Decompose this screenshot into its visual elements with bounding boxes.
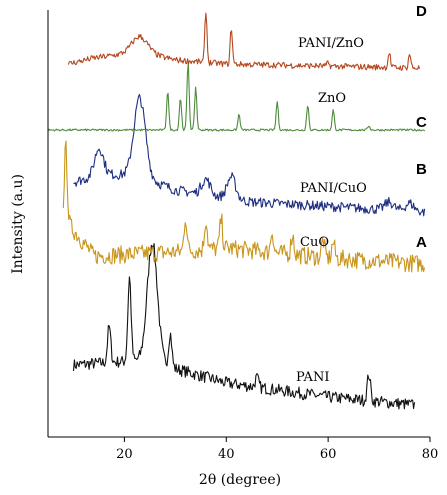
series-label: PANI: [296, 370, 329, 385]
series-line-pani-zno: [67, 12, 421, 71]
panel-letter: C: [416, 114, 427, 131]
x-ticks-group: 20 40 60 80: [116, 437, 438, 462]
series-label: ZnO: [318, 91, 346, 106]
panel-letter: A: [416, 234, 427, 251]
x-tick-label: 40: [218, 447, 235, 462]
x-tick-label: 60: [320, 447, 337, 462]
y-axis-title: Intensity (a.u): [10, 174, 26, 274]
panel-letter: B: [416, 161, 427, 178]
series-line-pani-cuo: [73, 93, 426, 217]
series-label: PANI/ZnO: [298, 36, 364, 51]
x-tick-label: 80: [422, 447, 439, 462]
panel-letter: D: [416, 3, 427, 20]
series-line-cuo: [62, 140, 426, 273]
traces-group: [47, 12, 426, 410]
axes-group: [47, 10, 430, 438]
series-line-pani: [72, 243, 416, 410]
series-line-zno: [47, 62, 426, 132]
series-label: PANI/CuO: [300, 181, 367, 196]
series-label: CuO: [300, 235, 329, 250]
x-tick-label: 20: [116, 447, 133, 462]
x-axis-title: 2θ (degree): [199, 472, 281, 488]
series-labels-group: PANI CuO A PANI/CuO B ZnO C PANI/ZnO D: [296, 3, 427, 385]
